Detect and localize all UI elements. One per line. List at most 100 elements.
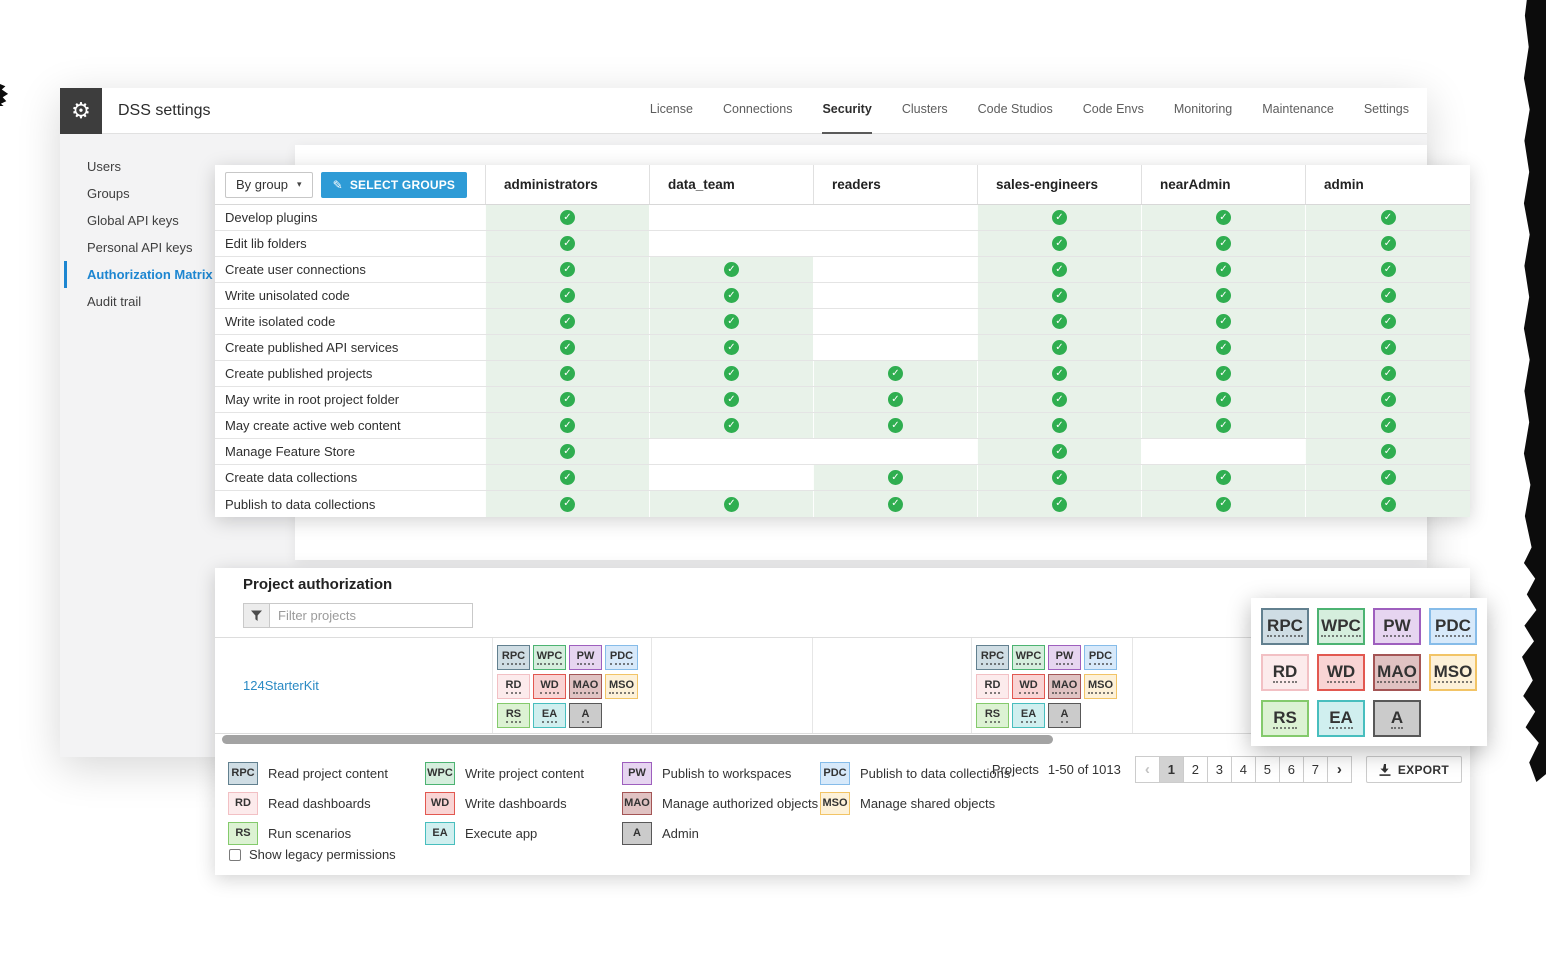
matrix-cell-data-team[interactable]: ✓ (649, 491, 813, 517)
matrix-cell-readers[interactable]: ✓ (813, 361, 977, 386)
tab-clusters[interactable]: Clusters (901, 101, 948, 116)
permission-badge-wpc[interactable]: WPC (533, 645, 566, 670)
tab-security[interactable]: Security (822, 88, 872, 134)
permission-badge-mao[interactable]: MAO (1048, 674, 1081, 699)
filter-projects-input[interactable] (270, 604, 472, 627)
tab-license[interactable]: License (649, 101, 693, 116)
matrix-cell-readers[interactable]: ✓ (813, 491, 977, 517)
horizontal-scrollbar[interactable] (222, 735, 1053, 744)
matrix-cell-sales-engineers[interactable]: ✓ (977, 491, 1141, 517)
permission-badge-rpc[interactable]: RPC (497, 645, 530, 670)
matrix-cell-data-team[interactable]: ✓ (649, 413, 813, 438)
select-groups-button[interactable]: ✎ SELECT GROUPS (320, 171, 468, 198)
matrix-cell-admin[interactable]: ✓ (1305, 335, 1470, 360)
permission-badge-wd[interactable]: WD (1012, 674, 1045, 699)
page-button-2[interactable]: 2 (1182, 756, 1208, 783)
prev-page-button[interactable]: ‹ (1134, 756, 1160, 783)
matrix-cell-administrators[interactable]: ✓ (485, 413, 649, 438)
permission-badge-rd[interactable]: RD (976, 674, 1009, 699)
matrix-cell-nearadmin[interactable]: ✓ (1141, 257, 1305, 282)
matrix-cell-administrators[interactable]: ✓ (485, 465, 649, 490)
matrix-cell-admin[interactable]: ✓ (1305, 309, 1470, 334)
matrix-cell-data-team[interactable]: ✓ (649, 257, 813, 282)
matrix-cell-nearadmin[interactable]: ✓ (1141, 465, 1305, 490)
group-mode-select[interactable]: By group ▾ (225, 171, 313, 198)
matrix-cell-data-team[interactable]: ✓ (649, 335, 813, 360)
tab-monitoring[interactable]: Monitoring (1173, 101, 1233, 116)
matrix-cell-sales-engineers[interactable]: ✓ (977, 257, 1141, 282)
matrix-cell-admin[interactable]: ✓ (1305, 387, 1470, 412)
sidebar-item-groups[interactable]: Groups (87, 186, 130, 201)
page-button-7[interactable]: 7 (1302, 756, 1328, 783)
permission-badge-mso[interactable]: MSO (1084, 674, 1117, 699)
matrix-cell-administrators[interactable]: ✓ (485, 231, 649, 256)
matrix-cell-admin[interactable]: ✓ (1305, 491, 1470, 517)
page-button-1[interactable]: 1 (1158, 756, 1184, 783)
matrix-cell-sales-engineers[interactable]: ✓ (977, 205, 1141, 230)
matrix-cell-nearadmin[interactable]: ✓ (1141, 283, 1305, 308)
matrix-cell-administrators[interactable]: ✓ (485, 283, 649, 308)
matrix-cell-admin[interactable]: ✓ (1305, 283, 1470, 308)
permission-badge-rs[interactable]: RS (497, 703, 530, 728)
matrix-cell-readers[interactable]: ✓ (813, 387, 977, 412)
matrix-cell-admin[interactable]: ✓ (1305, 231, 1470, 256)
permission-badge-pdc[interactable]: PDC (605, 645, 638, 670)
permission-badge-rd[interactable]: RD (497, 674, 530, 699)
matrix-cell-sales-engineers[interactable]: ✓ (977, 413, 1141, 438)
matrix-cell-readers[interactable] (813, 309, 977, 334)
matrix-cell-nearadmin[interactable] (1141, 439, 1305, 464)
permission-badge-wd[interactable]: WD (533, 674, 566, 699)
matrix-cell-data-team[interactable]: ✓ (649, 309, 813, 334)
matrix-cell-sales-engineers[interactable]: ✓ (977, 439, 1141, 464)
permission-badge-rs[interactable]: RS (976, 703, 1009, 728)
matrix-cell-readers[interactable] (813, 231, 977, 256)
matrix-cell-sales-engineers[interactable]: ✓ (977, 387, 1141, 412)
sidebar-item-users[interactable]: Users (87, 159, 121, 174)
tab-maintenance[interactable]: Maintenance (1262, 101, 1334, 116)
tab-code-studios[interactable]: Code Studios (977, 101, 1053, 116)
tab-settings[interactable]: Settings (1363, 101, 1409, 116)
permission-badge-ea[interactable]: EA (1012, 703, 1045, 728)
matrix-cell-nearadmin[interactable]: ✓ (1141, 413, 1305, 438)
matrix-cell-administrators[interactable]: ✓ (485, 205, 649, 230)
permission-badge-pdc[interactable]: PDC (1084, 645, 1117, 670)
matrix-cell-readers[interactable] (813, 335, 977, 360)
matrix-cell-data-team[interactable] (649, 205, 813, 230)
matrix-cell-administrators[interactable]: ✓ (485, 361, 649, 386)
project-link[interactable]: 124StarterKit (243, 678, 319, 693)
matrix-cell-administrators[interactable]: ✓ (485, 257, 649, 282)
matrix-cell-readers[interactable] (813, 439, 977, 464)
matrix-cell-data-team[interactable] (649, 439, 813, 464)
permission-badge-wpc[interactable]: WPC (1012, 645, 1045, 670)
matrix-cell-administrators[interactable]: ✓ (485, 439, 649, 464)
matrix-cell-admin[interactable]: ✓ (1305, 413, 1470, 438)
matrix-cell-administrators[interactable]: ✓ (485, 491, 649, 517)
sidebar-item-authorization-matrix[interactable]: Authorization Matrix (64, 261, 294, 288)
permission-badge-a[interactable]: A (1048, 703, 1081, 728)
matrix-cell-nearadmin[interactable]: ✓ (1141, 387, 1305, 412)
page-button-3[interactable]: 3 (1206, 756, 1232, 783)
matrix-cell-admin[interactable]: ✓ (1305, 257, 1470, 282)
permission-badge-rpc[interactable]: RPC (976, 645, 1009, 670)
matrix-cell-nearadmin[interactable]: ✓ (1141, 231, 1305, 256)
matrix-cell-sales-engineers[interactable]: ✓ (977, 283, 1141, 308)
sidebar-item-global-api-keys[interactable]: Global API keys (87, 213, 179, 228)
matrix-cell-admin[interactable]: ✓ (1305, 439, 1470, 464)
permission-badge-ea[interactable]: EA (533, 703, 566, 728)
matrix-cell-readers[interactable]: ✓ (813, 465, 977, 490)
matrix-cell-admin[interactable]: ✓ (1305, 465, 1470, 490)
next-page-button[interactable]: › (1326, 756, 1352, 783)
matrix-cell-administrators[interactable]: ✓ (485, 335, 649, 360)
matrix-cell-data-team[interactable]: ✓ (649, 361, 813, 386)
page-button-4[interactable]: 4 (1230, 756, 1256, 783)
export-button[interactable]: EXPORT (1365, 756, 1462, 783)
permission-badge-mso[interactable]: MSO (605, 674, 638, 699)
gear-icon[interactable]: ⚙ (60, 87, 102, 134)
matrix-cell-admin[interactable]: ✓ (1305, 361, 1470, 386)
matrix-cell-sales-engineers[interactable]: ✓ (977, 361, 1141, 386)
permission-badge-mao[interactable]: MAO (569, 674, 602, 699)
matrix-cell-data-team[interactable] (649, 465, 813, 490)
matrix-cell-readers[interactable] (813, 257, 977, 282)
matrix-cell-sales-engineers[interactable]: ✓ (977, 309, 1141, 334)
matrix-cell-admin[interactable]: ✓ (1305, 205, 1470, 230)
